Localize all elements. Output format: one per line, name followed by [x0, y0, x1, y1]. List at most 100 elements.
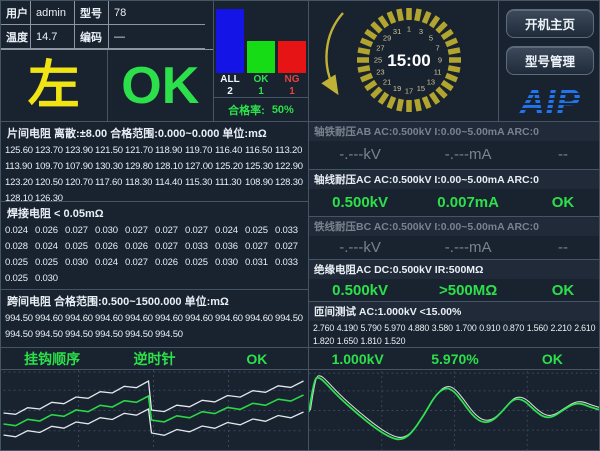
- value-cell: 0.027: [155, 225, 178, 236]
- value-cell: 0.025: [5, 257, 28, 268]
- user-value: admin: [31, 1, 75, 25]
- value-cell: 0.025: [35, 257, 58, 268]
- value-cell: 125.30: [245, 161, 273, 172]
- home-button[interactable]: 开机主页: [506, 9, 594, 38]
- value-cell: 994.50: [35, 329, 63, 340]
- bar-value: 1: [289, 86, 295, 97]
- value-cell: 0.036: [215, 241, 238, 252]
- test-tiexian-bc-kv: -.---kV: [339, 239, 381, 257]
- test-insulation: 绝缘电阻AC DC:0.500kV IR:500MΩ 0.500kV >500M…: [309, 260, 599, 302]
- value-cell: 0.024: [215, 225, 238, 236]
- value-cell: 111.30: [215, 177, 242, 188]
- bar-ng: NG 1: [278, 41, 306, 97]
- value-cell: 0.026: [155, 257, 178, 268]
- value-cell: 130.30: [95, 161, 123, 172]
- svg-text:29: 29: [383, 34, 391, 43]
- value-cell: 0.027: [275, 241, 298, 252]
- svg-text:3: 3: [419, 27, 423, 36]
- value-cell: 0.026: [35, 225, 58, 236]
- direction-indicator: 左: [1, 50, 108, 121]
- bar-label: ALL: [220, 74, 240, 85]
- test-insulation-title: 绝缘电阻AC DC:0.500kV IR:500MΩ: [309, 260, 599, 280]
- hook-order-label: 挂钩顺序: [24, 350, 81, 367]
- hook-order-value: 逆时针: [133, 350, 176, 367]
- overall-result: OK: [121, 56, 200, 115]
- test-zhajian: 匝间测试 AC:1.000kV <15.00% 2.760 4.190 5.790 5…: [309, 302, 599, 349]
- svg-text:19: 19: [393, 84, 401, 93]
- bar-value: 2: [227, 86, 233, 97]
- value-cell: 108.90: [245, 177, 273, 188]
- value-cell: 0.027: [65, 225, 88, 236]
- value-cell: 125.20: [215, 161, 243, 172]
- test-zhoutie-ab: 轴铁耐压AB AC:0.500kV I:0.00~5.00mA ARC:0 -.…: [309, 122, 599, 170]
- bar-ok: OK 1: [247, 41, 275, 97]
- svg-text:23: 23: [376, 68, 384, 77]
- model-manage-button[interactable]: 型号管理: [506, 46, 594, 75]
- value-cell: 994.50: [155, 329, 183, 340]
- bar-label: OK: [253, 74, 269, 85]
- value-cell: 128.10: [155, 161, 183, 172]
- value-cell: 0.025: [5, 273, 28, 284]
- value-cell: 0.027: [125, 225, 148, 236]
- aip-logo: AIP: [519, 83, 581, 122]
- model-value: 78: [109, 1, 205, 25]
- value-cell: 0.026: [125, 241, 148, 252]
- value-cell: 119.70: [185, 145, 213, 156]
- value-cell: 0.024: [95, 257, 118, 268]
- value-cell: 121.70: [125, 145, 153, 156]
- value-cell: 1.560: [526, 323, 548, 333]
- value-cell: 994.60: [65, 313, 93, 324]
- svg-text:15: 15: [417, 84, 425, 93]
- value-cell: 0.025: [245, 225, 268, 236]
- svg-text:13: 13: [427, 78, 435, 87]
- value-cell: 121.50: [95, 145, 123, 156]
- test-insulation-kv: 0.500kV: [332, 281, 389, 299]
- value-cell: 0.025: [65, 241, 88, 252]
- value-cell: 1.520: [384, 336, 406, 346]
- zhajian-values: 2.760 4.190 5.790 5.970 4.880 3.580 1.700 0.910…: [309, 321, 599, 349]
- value-cell: 0.028: [5, 241, 28, 252]
- code-label: 编码: [75, 25, 109, 49]
- value-cell: 128.10: [5, 193, 33, 204]
- bar-label: NG: [284, 74, 300, 85]
- value-cell: 109.70: [35, 161, 63, 172]
- value-cell: 0.870: [503, 323, 525, 333]
- zhajian-percent: 5.970%: [431, 350, 479, 367]
- svg-text:25: 25: [374, 56, 382, 65]
- value-cell: 128.30: [275, 177, 303, 188]
- code-value: —: [109, 25, 205, 49]
- value-cell: 123.90: [65, 145, 93, 156]
- value-cell: 0.033: [275, 225, 298, 236]
- value-cell: 994.50: [275, 313, 303, 324]
- value-cell: 2.760: [313, 323, 335, 333]
- test-tiexian-bc-title: 铁线耐压BC AC:0.500kV I:0.00~5.00mA ARC:0: [309, 217, 599, 237]
- result-bar-chart: ALL 2 OK 1 NG 1: [214, 1, 308, 97]
- svg-text:5: 5: [429, 34, 433, 43]
- value-cell: 116.50: [245, 145, 273, 156]
- value-cell: 0.030: [215, 257, 238, 268]
- value-cell: 994.50: [65, 329, 93, 340]
- value-cell: 127.00: [185, 161, 213, 172]
- value-cell: 5.970: [384, 323, 406, 333]
- value-cell: 125.60: [5, 145, 33, 156]
- test-insulation-status: OK: [551, 281, 575, 299]
- pianjian-title: 片间电阻 离散:±8.00 合格范围:0.000~0.000 单位:mΩ: [7, 128, 267, 140]
- value-cell: 0.027: [245, 241, 268, 252]
- value-cell: 2.210: [550, 323, 572, 333]
- value-cell: 0.030: [35, 273, 58, 284]
- user-label: 用户: [1, 1, 31, 25]
- test-zhoutie-ab-title: 轴铁耐压AB AC:0.500kV I:0.00~5.00mA ARC:0: [309, 122, 599, 141]
- value-cell: 114.40: [155, 177, 183, 188]
- svg-text:31: 31: [393, 27, 401, 36]
- value-cell: 994.60: [125, 313, 153, 324]
- kuajian-title: 跨间电阻 合格范围:0.500~1500.000 单位:mΩ: [7, 296, 229, 308]
- value-cell: 994.60: [155, 313, 183, 324]
- value-cell: 4.880: [408, 323, 430, 333]
- kuajian-values: 994.50 994.60 994.60 994.60 994.60 994.60 994.…: [1, 310, 308, 344]
- value-cell: 0.027: [185, 225, 208, 236]
- bar-rect: [247, 41, 275, 73]
- value-cell: 117.60: [95, 177, 123, 188]
- value-cell: 3.580: [431, 323, 453, 333]
- value-cell: 107.90: [65, 161, 93, 172]
- value-cell: 0.024: [35, 241, 58, 252]
